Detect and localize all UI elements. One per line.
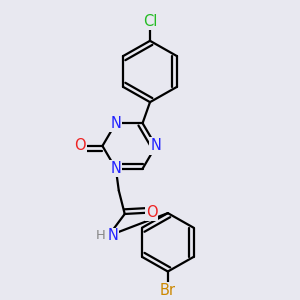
Text: Br: Br	[160, 283, 176, 298]
Text: N: N	[151, 138, 161, 153]
Text: N: N	[110, 116, 121, 131]
Text: O: O	[146, 205, 157, 220]
Text: N: N	[107, 228, 118, 243]
Text: Cl: Cl	[143, 14, 157, 29]
Text: N: N	[110, 161, 121, 176]
Text: H: H	[96, 230, 106, 242]
Text: O: O	[74, 138, 86, 153]
